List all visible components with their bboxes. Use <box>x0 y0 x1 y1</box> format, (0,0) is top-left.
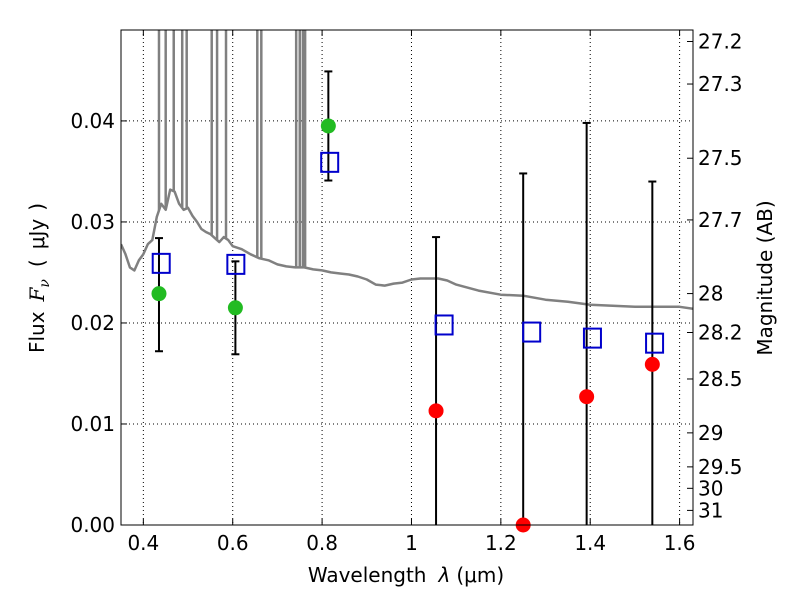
model-flux-box <box>151 252 171 274</box>
magnitude-tick-label: 31 <box>698 498 723 522</box>
magnitude-tick-label: 27.5 <box>698 146 743 170</box>
y-axis-title: FluxFν(μJy) <box>25 203 53 353</box>
magnitude-tick-label: 27.7 <box>698 208 743 232</box>
observed-flux-point <box>644 356 660 372</box>
y-tick-label: 0.04 <box>70 109 115 133</box>
model-photometry-markers <box>151 151 665 354</box>
magnitude-tick-label: 28 <box>698 282 723 306</box>
x-tick-label: 0.4 <box>127 531 159 555</box>
magnitude-tick-label: 30 <box>698 476 723 500</box>
x-tick-label: 1.6 <box>664 531 696 555</box>
x-axis-title: Wavelength λ (μm) <box>308 563 504 587</box>
magnitude-tick-label: 29 <box>698 421 723 445</box>
x-tick-label: 1 <box>405 531 418 555</box>
magnitude-axis-title: Magnitude (AB) <box>753 200 777 355</box>
observed-flux-markers <box>151 118 660 533</box>
model-spectrum <box>121 30 693 311</box>
model-flux-box <box>582 327 602 349</box>
observed-flux-point <box>227 300 243 316</box>
magnitude-tick-label: 27.3 <box>698 72 743 96</box>
magnitude-tick-label: 29.5 <box>698 455 743 479</box>
model-flux-box <box>434 314 454 336</box>
observed-flux-point <box>579 389 595 405</box>
plot-background <box>121 30 693 525</box>
y-tick-label: 0.00 <box>70 513 115 537</box>
y-tick-label: 0.03 <box>70 210 115 234</box>
observed-flux-point <box>320 118 336 134</box>
magnitude-tick-label: 27.2 <box>698 29 743 53</box>
grid-lines <box>121 30 693 525</box>
magnitude-tick-label: 28.2 <box>698 321 743 345</box>
observed-flux-point <box>428 403 444 419</box>
model-flux-box <box>320 151 340 173</box>
magnitude-tick-label: 28.5 <box>698 367 743 391</box>
model-flux-box <box>226 253 246 275</box>
x-tick-label: 1.4 <box>574 531 606 555</box>
model-flux-box <box>522 321 542 343</box>
x-axis-ticks: 0.4 0.6 0.8 1 1.2 1.4 1.6 <box>127 30 696 555</box>
model-flux-box <box>645 332 665 354</box>
observed-flux-point <box>151 286 167 302</box>
error-bars <box>154 70 657 525</box>
plot-frame <box>120 29 694 526</box>
y-tick-label: 0.02 <box>70 311 115 335</box>
x-tick-label: 0.6 <box>217 531 249 555</box>
y-axis-ticks: 0.00 0.01 0.02 0.03 0.04 <box>70 109 127 537</box>
y-tick-label: 0.01 <box>70 412 115 436</box>
x-tick-label: 0.8 <box>306 531 338 555</box>
x-tick-label: 1.2 <box>485 531 517 555</box>
